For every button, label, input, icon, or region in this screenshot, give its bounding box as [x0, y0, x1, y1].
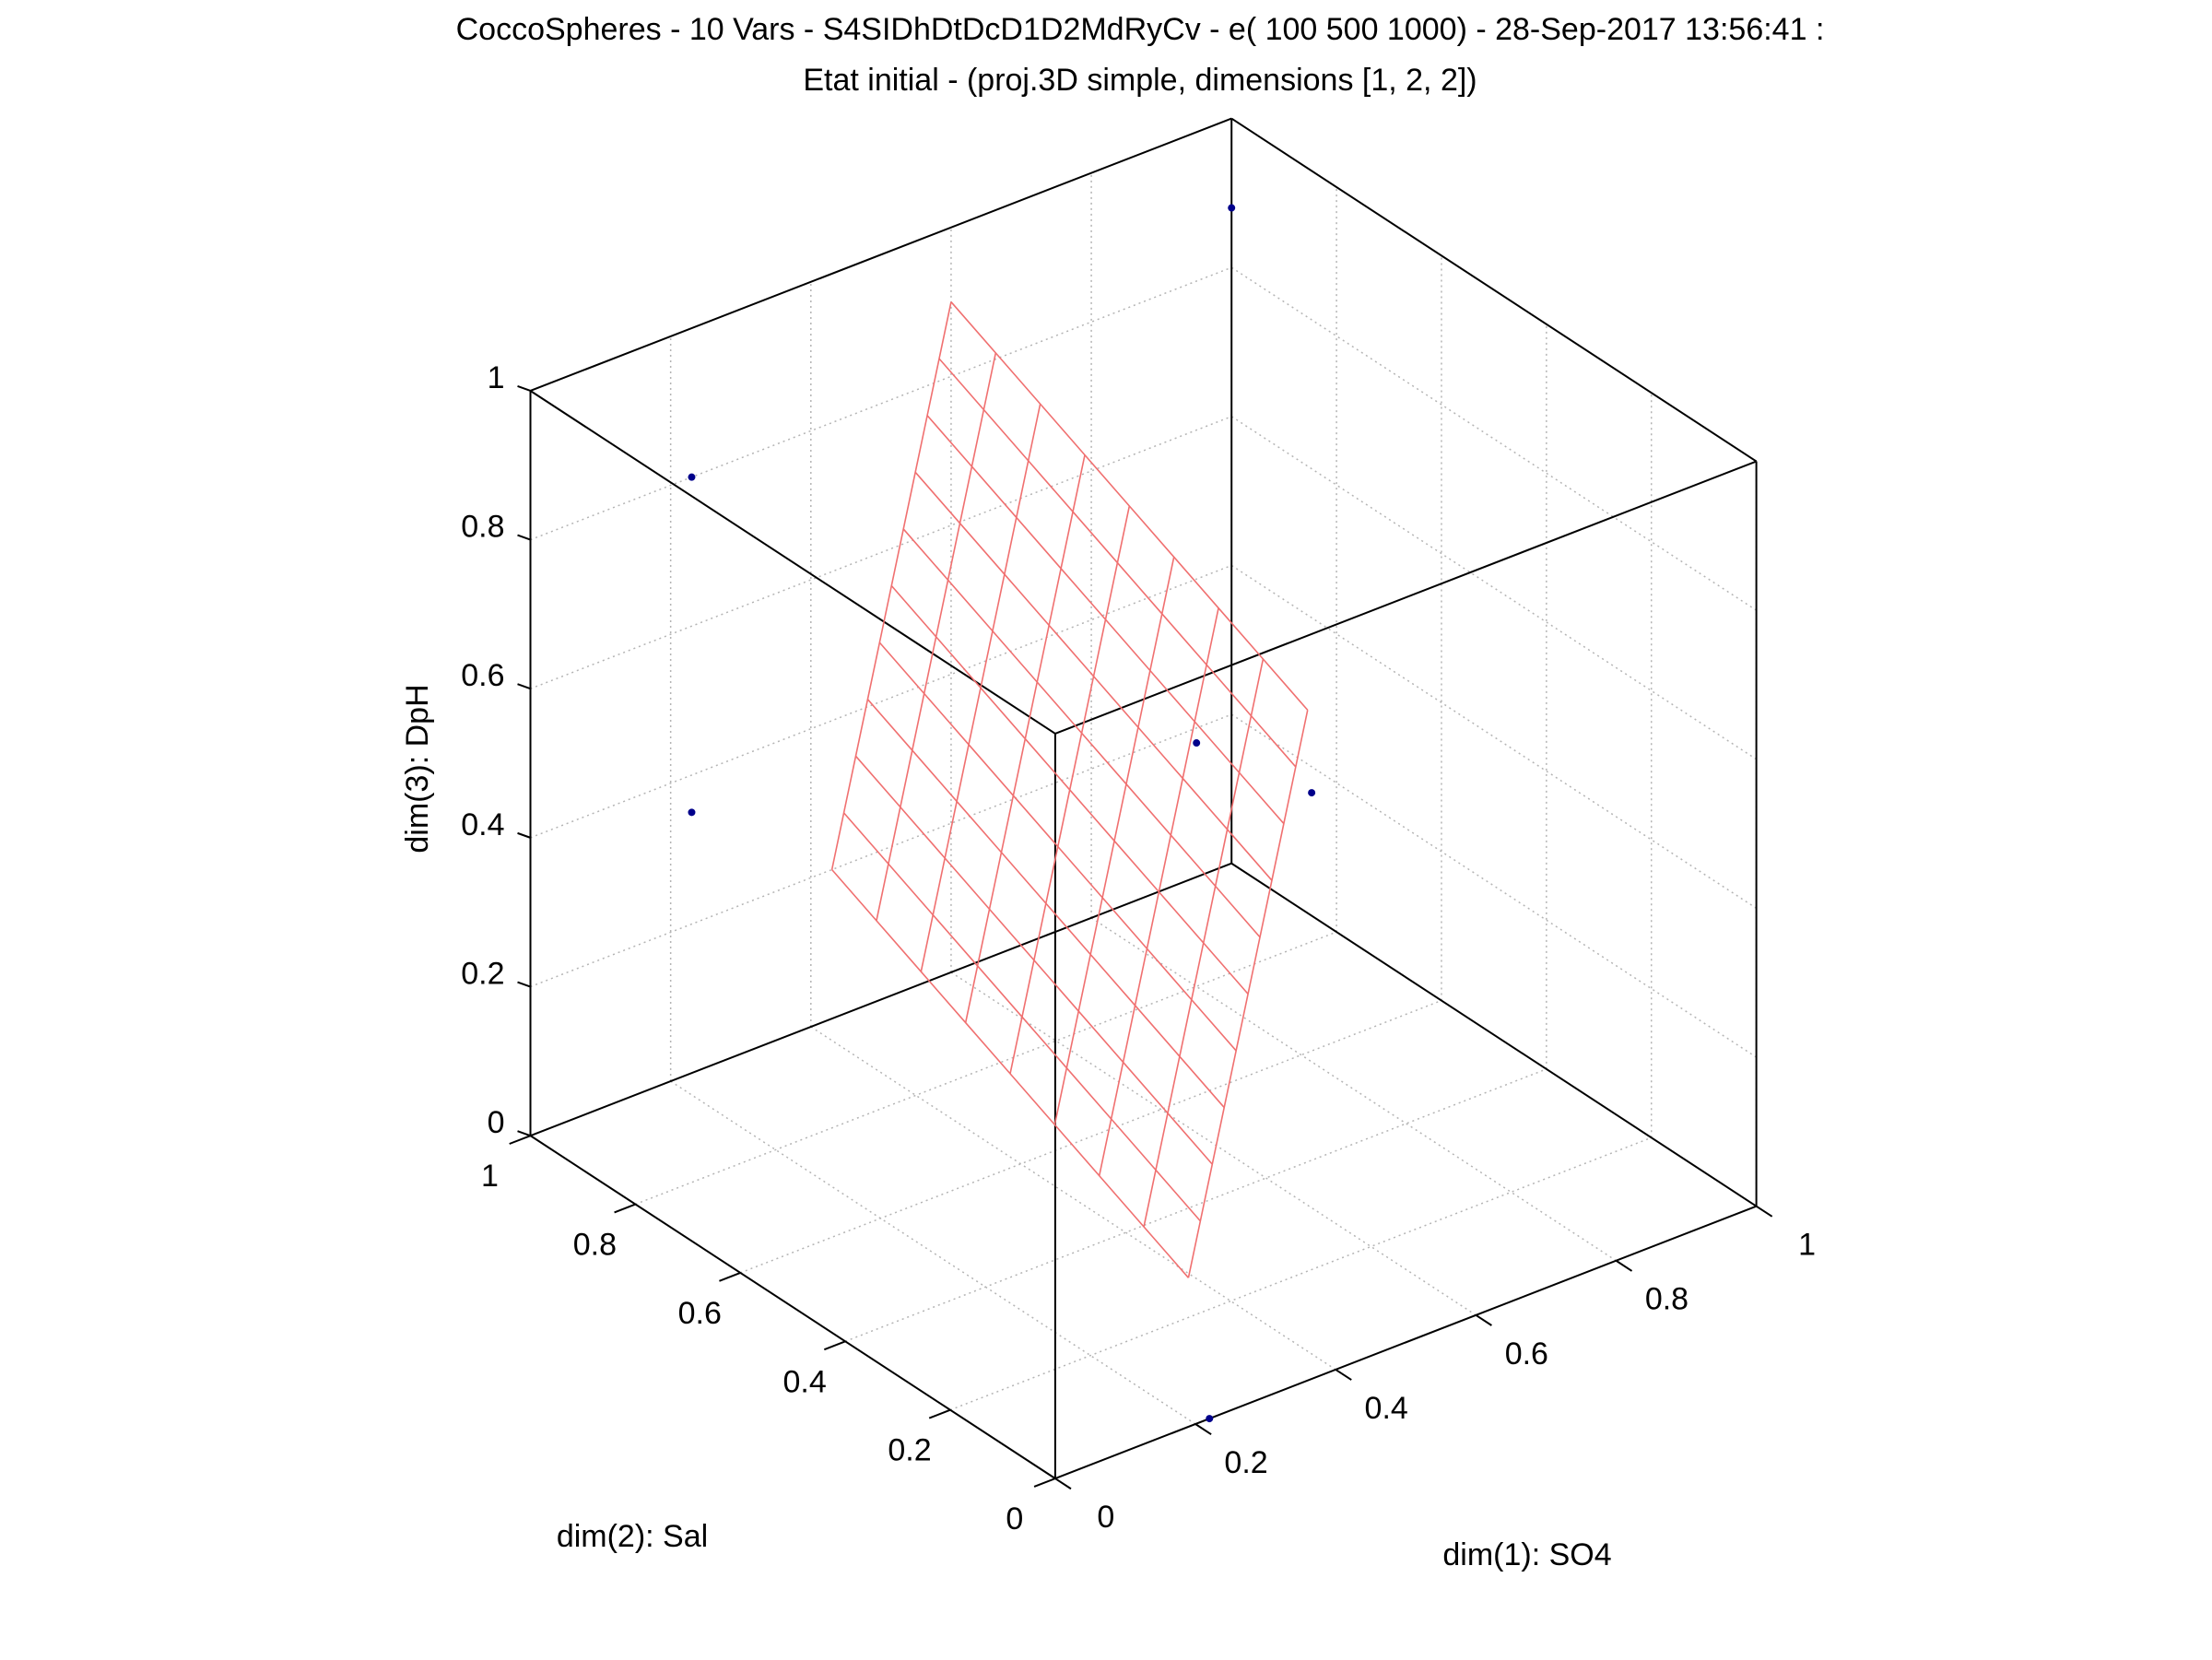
y-tick	[719, 1271, 741, 1282]
box-edge	[1230, 117, 1758, 463]
x-tick-label: 0.8	[1645, 1282, 1688, 1317]
y-tick	[614, 1203, 636, 1214]
grid-line	[530, 713, 1232, 988]
mesh-line	[1187, 710, 1309, 1278]
z-tick-label: 0.6	[461, 658, 504, 693]
grid-line	[530, 416, 1232, 689]
z-axis-label: dim(3): DpH	[400, 684, 435, 853]
data-point	[688, 808, 696, 817]
y-tick-label: 1	[481, 1159, 499, 1194]
data-point	[1308, 789, 1316, 797]
grid-line	[844, 1068, 1547, 1343]
grid-line	[530, 564, 1232, 839]
mesh-line	[830, 301, 952, 870]
mesh-line	[1009, 505, 1131, 1075]
grid-line	[635, 931, 1337, 1206]
box-edge	[529, 390, 1056, 735]
z-tick	[517, 385, 531, 392]
y-tick-label: 0.4	[783, 1364, 827, 1399]
chart-title: CoccoSpheres - 10 Vars - S4SIDhDtDcD1D2M…	[456, 12, 1825, 47]
box-edge	[1054, 1205, 1757, 1480]
box-edge	[529, 1135, 1056, 1479]
box-edge	[530, 862, 1232, 1137]
x-tick	[1475, 1313, 1492, 1326]
x-tick	[1054, 1478, 1072, 1490]
data-point	[1193, 739, 1201, 748]
mesh-line	[1143, 658, 1265, 1228]
box-edge	[1230, 862, 1758, 1207]
x-tick-label: 0	[1097, 1500, 1114, 1535]
data-point	[688, 473, 696, 481]
x-axis-label: dim(1): SO4	[1442, 1537, 1611, 1572]
y-tick	[823, 1340, 846, 1351]
x-tick-label: 1	[1798, 1228, 1816, 1263]
mesh-line	[1098, 607, 1219, 1176]
y-tick-label: 0.8	[573, 1228, 617, 1263]
mesh-line	[964, 454, 1086, 1023]
grid-line	[739, 999, 1442, 1274]
y-tick	[1033, 1478, 1056, 1488]
x-tick	[1194, 1423, 1212, 1435]
mesh-line	[920, 404, 1041, 972]
grid-line	[949, 1136, 1653, 1411]
x-tick	[1335, 1369, 1352, 1381]
y-tick-label: 0.2	[888, 1433, 931, 1468]
z-tick	[517, 534, 531, 541]
mesh-line	[1053, 557, 1175, 1125]
x-tick	[1615, 1259, 1633, 1272]
z-tick	[517, 1130, 531, 1137]
y-tick-label: 0	[1006, 1501, 1023, 1536]
x-tick-label: 0.4	[1365, 1391, 1408, 1426]
y-tick-label: 0.6	[678, 1296, 722, 1331]
z-tick	[517, 981, 531, 988]
z-tick-label: 0.4	[461, 807, 504, 842]
z-tick	[517, 831, 531, 839]
z-tick-label: 0.8	[461, 510, 504, 545]
box-edge	[1054, 460, 1757, 735]
z-tick-label: 0	[488, 1105, 505, 1140]
y-tick	[509, 1135, 531, 1145]
chart-title: Etat initial - (proj.3D simple, dimensio…	[803, 63, 1477, 98]
x-tick-label: 0.2	[1224, 1445, 1267, 1480]
y-axis-label: dim(2): Sal	[557, 1519, 708, 1554]
y-tick	[928, 1408, 951, 1419]
x-tick	[1756, 1205, 1773, 1218]
data-point	[1206, 1415, 1214, 1423]
z-tick	[517, 683, 531, 690]
mesh-line	[876, 352, 997, 922]
z-tick-label: 0.2	[461, 956, 504, 991]
z-tick-label: 1	[488, 360, 505, 395]
grid-line	[530, 266, 1232, 541]
box-edge	[530, 117, 1232, 392]
x-tick-label: 0.6	[1505, 1336, 1548, 1372]
data-point	[1228, 204, 1236, 212]
